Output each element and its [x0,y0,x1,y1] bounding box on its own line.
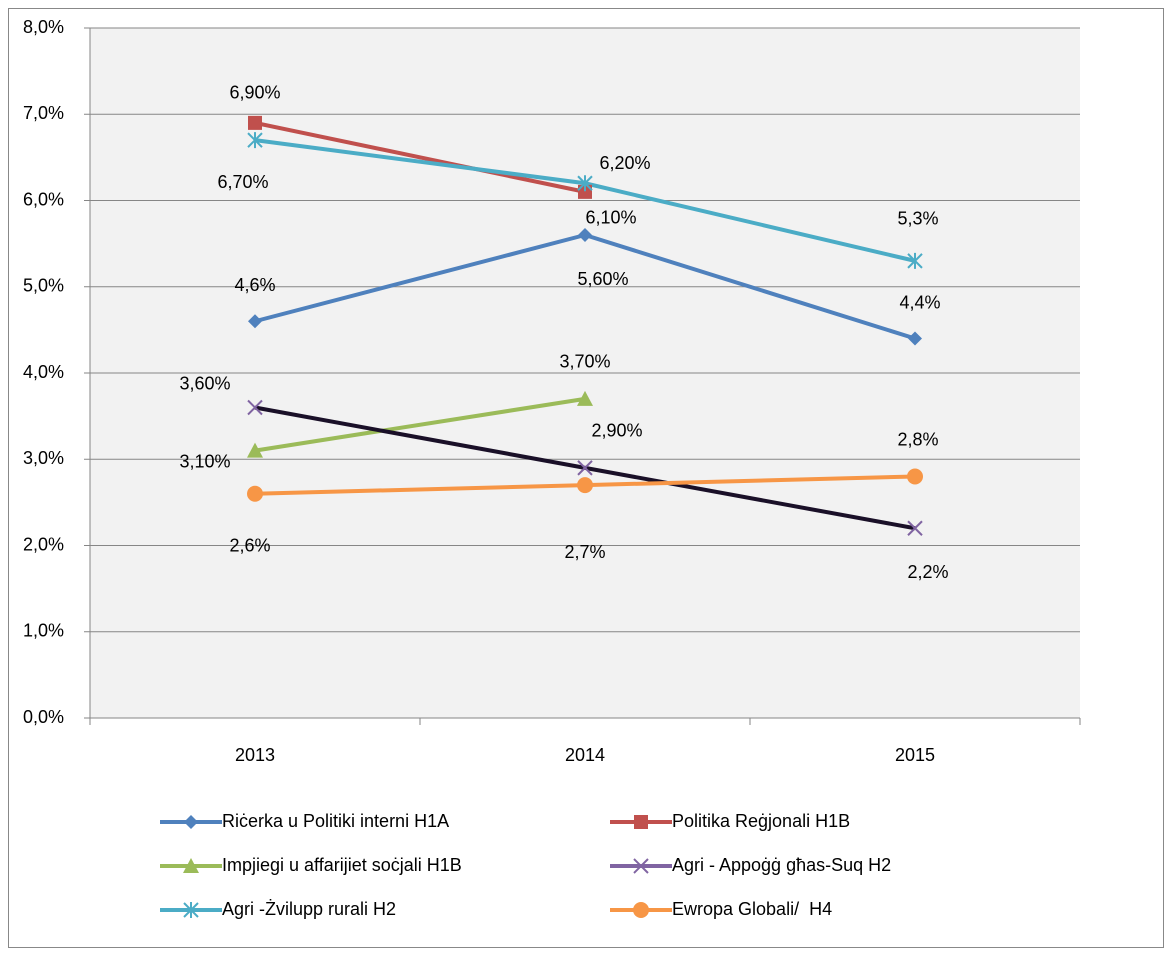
marker [247,442,263,458]
x-tick-label: 2014 [565,745,605,765]
data-label: 5,60% [577,269,628,289]
y-tick-label: 0,0% [23,707,64,727]
x-tick-label: 2013 [235,745,275,765]
x-tick-label: 2015 [895,745,935,765]
y-tick-label: 4,0% [23,362,64,382]
data-label: 2,8% [897,429,938,449]
legend-marker [184,815,198,829]
marker [907,252,923,269]
y-tick-label: 5,0% [23,276,64,296]
legend-marker [634,815,648,829]
marker [578,184,592,199]
marker [247,132,263,149]
data-label: 2,7% [564,542,605,562]
marker [577,477,593,494]
legend-label: Riċerka u Politiki interni H1A [222,811,449,831]
data-label: 6,20% [599,153,650,173]
marker [577,390,593,406]
y-tick-label: 3,0% [23,448,64,468]
data-label: 2,6% [229,536,270,556]
y-tick-label: 1,0% [23,621,64,641]
marker [908,331,922,346]
marker [907,520,923,536]
legend-label: Agri -Żvilupp rurali H2 [222,899,396,919]
legend-label: Politika Reġjonali H1B [672,811,850,831]
data-label: 6,70% [217,172,268,192]
y-tick-label: 6,0% [23,189,64,209]
marker [247,485,263,502]
data-label: 3,10% [179,451,230,471]
legend-marker [633,858,649,874]
legend-label: Ewropa Globali/ H4 [672,899,832,919]
data-label: 3,60% [179,373,230,393]
marker [248,314,262,329]
marker [578,228,592,242]
y-tick-label: 7,0% [23,103,64,123]
data-label: 3,70% [559,352,610,372]
y-tick-label: 8,0% [23,17,64,37]
legend-marker [633,902,649,918]
marker [577,175,593,192]
data-label: 5,3% [897,209,938,229]
series-line [254,120,586,194]
marker [907,468,923,485]
data-label: 4,6% [234,275,275,295]
marker [247,399,263,416]
legend-marker [183,858,199,873]
data-label: 2,2% [907,562,948,582]
data-label: 2,90% [591,421,642,441]
legend-label: Impjiegi u affarijiet soċjali H1B [222,855,462,875]
data-label: 4,4% [899,292,940,312]
legend-label: Agri - Appoġġ għas-Suq H2 [672,855,891,875]
marker [577,460,593,476]
legend-marker [183,902,199,918]
y-tick-label: 2,0% [23,534,64,554]
data-label: 6,90% [229,83,280,103]
series-line [254,396,586,453]
data-label: 6,10% [585,208,636,228]
marker [248,115,262,130]
